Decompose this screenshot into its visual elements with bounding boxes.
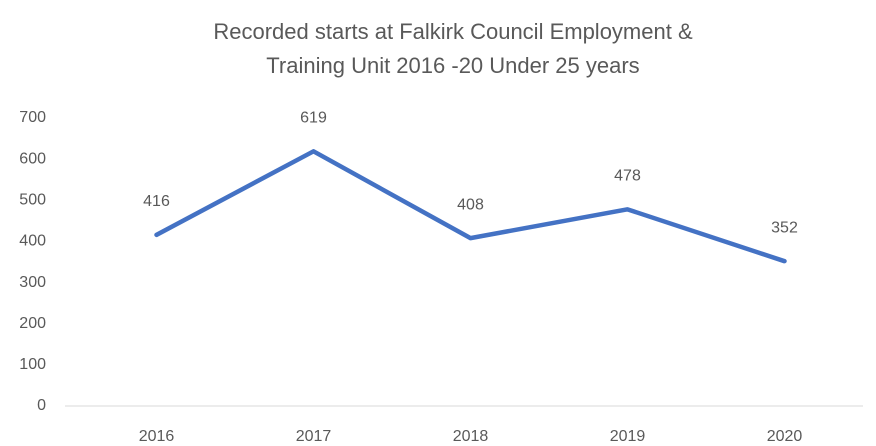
data-label: 478 [614,168,641,185]
y-tick-label: 300 [19,274,46,291]
chart-title: Recorded starts at Falkirk Council Emplo… [213,19,693,44]
y-tick-label: 500 [19,192,46,209]
y-tick-label: 200 [19,315,46,332]
x-tick-label: 2017 [296,428,332,445]
y-tick-label: 100 [19,356,46,373]
y-tick-label: 400 [19,233,46,250]
y-tick-label: 600 [19,150,46,167]
chart-title: Training Unit 2016 -20 Under 25 years [266,53,639,78]
line [154,149,787,264]
data-label: 408 [457,196,484,213]
x-tick-label: 2019 [610,428,646,445]
x-tick-label: 2020 [767,428,803,445]
data-label: 352 [771,219,798,236]
y-tick-label: 700 [19,109,46,126]
data-label: 619 [300,110,327,127]
data-label: 416 [143,193,170,210]
x-tick-label: 2018 [453,428,489,445]
x-tick-label: 2016 [139,428,175,445]
y-tick-label: 0 [37,397,46,414]
